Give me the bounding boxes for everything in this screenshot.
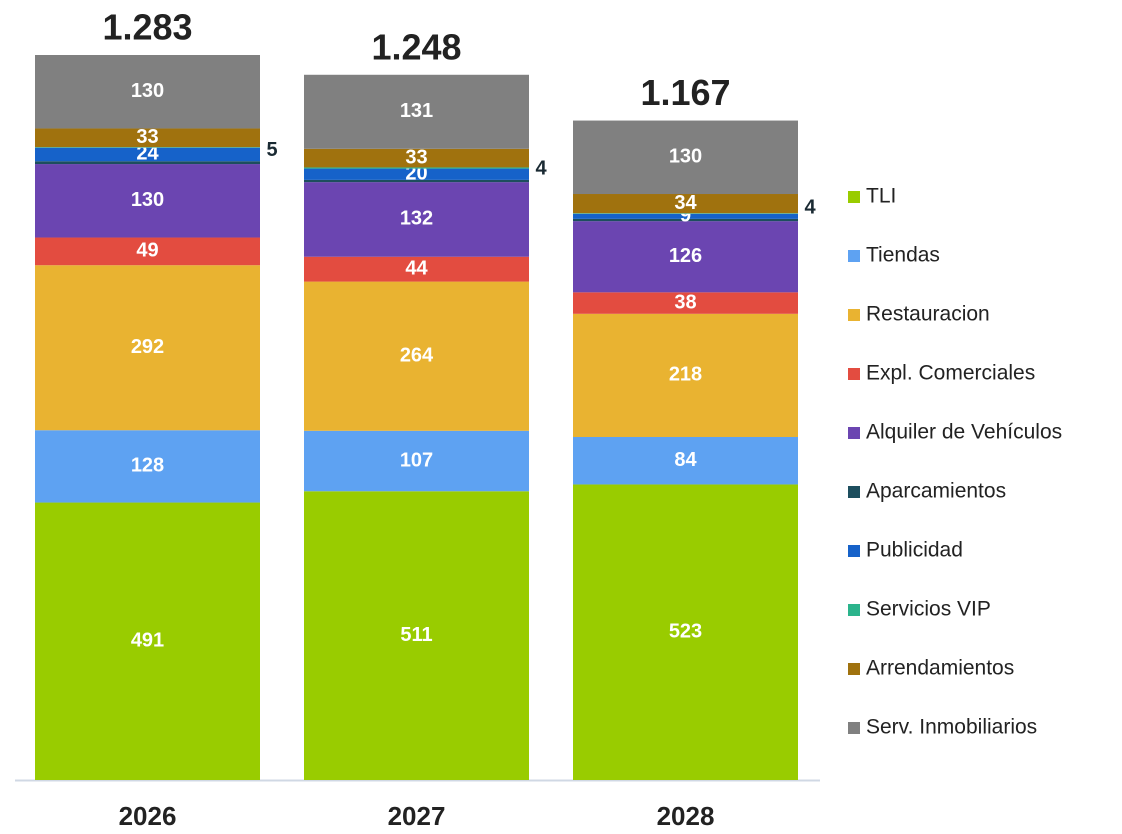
- legend-swatch: [848, 427, 860, 439]
- legend-label: Tiendas: [866, 244, 940, 267]
- data-label: 523: [669, 621, 702, 643]
- legend-label: Alquiler de Vehículos: [866, 421, 1062, 444]
- bar-segment: [573, 218, 798, 222]
- legend-swatch: [848, 545, 860, 557]
- legend-label: Arrendamientos: [866, 657, 1014, 680]
- bar-segment: [35, 237, 260, 266]
- data-label: 107: [400, 449, 433, 471]
- legend-label: Servicios VIP: [866, 598, 991, 621]
- data-label: 131: [400, 100, 433, 122]
- legend-swatch: [848, 368, 860, 380]
- legend-swatch: [848, 663, 860, 675]
- bar-segment: [573, 221, 798, 293]
- data-label: 24: [136, 143, 159, 165]
- data-label: 4: [535, 157, 547, 179]
- data-label: 132: [400, 208, 433, 230]
- data-label: 33: [136, 126, 158, 148]
- bar-segment: [573, 194, 798, 214]
- bar-segment: [35, 430, 260, 503]
- data-label: 4: [804, 196, 816, 218]
- data-label: 264: [400, 344, 434, 366]
- bar-segment: [35, 55, 260, 129]
- bar-segment: [573, 313, 798, 437]
- data-label: 34: [674, 192, 697, 214]
- legend-swatch: [848, 250, 860, 262]
- bar-segment: [573, 213, 798, 219]
- bar-segment: [573, 120, 798, 195]
- bar-segment: [304, 148, 529, 168]
- total-label: 1.283: [102, 7, 192, 48]
- data-label: 292: [131, 336, 164, 358]
- data-label: 9: [680, 205, 691, 227]
- bar-segment: [35, 147, 260, 162]
- x-tick-label: 2028: [657, 801, 715, 831]
- bar-segment: [35, 502, 260, 780]
- bar-segment: [573, 292, 798, 314]
- bar-segment: [573, 436, 798, 485]
- data-label: 128: [131, 455, 164, 477]
- data-label: 130: [131, 80, 164, 102]
- bar-segment: [573, 213, 798, 214]
- bar-segment: [304, 167, 529, 169]
- data-label: 5: [266, 139, 277, 161]
- x-tick-label: 2026: [119, 801, 177, 831]
- bar-segment: [304, 256, 529, 282]
- bar-segment: [304, 179, 529, 183]
- data-label: 84: [674, 449, 697, 471]
- total-label: 1.248: [371, 26, 461, 67]
- bar-segment: [304, 182, 529, 257]
- bar-segment: [573, 484, 798, 780]
- bar-segment: [304, 430, 529, 492]
- total-label: 1.167: [640, 72, 730, 113]
- x-tick-label: 2027: [388, 801, 446, 831]
- data-label: 126: [669, 245, 702, 267]
- legend-label: Publicidad: [866, 539, 963, 562]
- legend-label: TLI: [866, 185, 896, 208]
- bar-segment: [35, 161, 260, 165]
- bar-segment: [35, 164, 260, 238]
- data-label: 49: [136, 240, 158, 262]
- data-label: 44: [405, 257, 428, 279]
- legend-swatch: [848, 191, 860, 203]
- legend-swatch: [848, 604, 860, 616]
- legend-label: Serv. Inmobiliarios: [866, 716, 1037, 739]
- data-label: 511: [400, 624, 432, 646]
- legend-label: Aparcamientos: [866, 480, 1006, 503]
- bar-segment: [35, 147, 260, 148]
- legend-swatch: [848, 722, 860, 734]
- data-label: 130: [669, 146, 702, 168]
- bar-segment: [35, 128, 260, 148]
- bar-segment: [304, 491, 529, 780]
- bar-segment: [304, 74, 529, 149]
- data-label: 491: [131, 630, 164, 652]
- legend-swatch: [848, 309, 860, 321]
- bar-segment: [35, 265, 260, 431]
- data-label: 218: [669, 364, 702, 386]
- bar-segment: [304, 281, 529, 431]
- bar-segment: [304, 168, 529, 180]
- data-label: 38: [674, 291, 696, 313]
- data-label: 130: [131, 189, 164, 211]
- data-label: 33: [405, 146, 427, 168]
- legend-swatch: [848, 486, 860, 498]
- legend-label: Restauracion: [866, 303, 990, 326]
- legend-label: Expl. Comerciales: [866, 362, 1035, 385]
